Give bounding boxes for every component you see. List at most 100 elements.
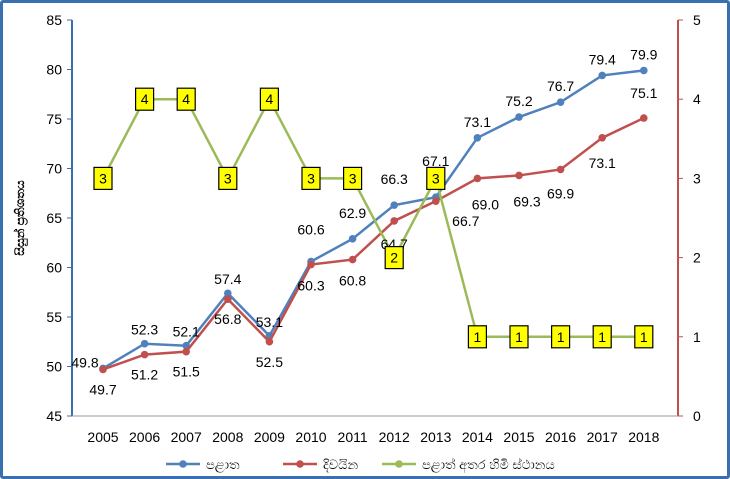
y-tick-label: 65 — [46, 210, 62, 226]
series-1-data-label: 60.6 — [297, 222, 324, 238]
y-axis-title: සිසුන් ප්‍රතිශතය — [13, 180, 29, 256]
y2-tick-label: 0 — [693, 408, 701, 424]
series-2-data-label: 75.1 — [630, 85, 657, 101]
series-1-point — [224, 289, 232, 298]
rank-data-label: 2 — [390, 250, 398, 266]
series-2-data-label: 49.7 — [89, 381, 116, 397]
series-line-2 — [102, 116, 645, 371]
legend-marker-3 — [395, 460, 403, 468]
rank-label-box — [467, 325, 487, 349]
y2-tick-label: 2 — [693, 250, 701, 266]
series-1-data-label: 76.7 — [547, 78, 574, 94]
rank-data-label: 3 — [307, 170, 315, 186]
y-tick-label: 85 — [46, 12, 62, 28]
rank-data-label: 3 — [99, 170, 107, 186]
rank-data-label: 4 — [141, 91, 149, 107]
rank-data-label: 1 — [640, 329, 648, 345]
rank-label-box — [634, 325, 654, 349]
rank-label-box — [218, 166, 238, 190]
series-1-data-label: 75.2 — [505, 93, 532, 109]
x-tick-label: 2012 — [379, 429, 410, 445]
series-2-point — [515, 171, 523, 180]
series-2-point — [307, 260, 315, 269]
x-tick-label: 2015 — [503, 429, 534, 445]
x-tick-label: 2006 — [129, 429, 160, 445]
y2-tick-label: 5 — [693, 12, 701, 28]
series-1-data-label: 62.9 — [339, 205, 366, 221]
rank-data-label: 3 — [432, 170, 440, 186]
series-1-point — [390, 201, 399, 209]
legend-marker-2 — [296, 460, 304, 468]
series-2-data-label: 52.5 — [256, 354, 283, 370]
series-2-point — [99, 365, 107, 374]
series-2-data-label: 69.9 — [547, 185, 574, 201]
series-2-point — [265, 337, 274, 346]
y2-tick-label: 3 — [693, 170, 701, 186]
rank-label-box — [384, 246, 404, 270]
series-2-data-label: 60.8 — [339, 273, 366, 289]
y-tick-label: 50 — [46, 359, 62, 375]
x-tick-label: 2014 — [462, 429, 493, 445]
series-1-data-label: 53.1 — [256, 314, 283, 330]
rank-data-label: 3 — [224, 170, 232, 186]
x-tick-label: 2005 — [87, 429, 118, 445]
y-tick-label: 70 — [46, 161, 62, 177]
x-tick-label: 2010 — [295, 429, 326, 445]
x-tick-label: 2009 — [254, 429, 285, 445]
series-1-data-label: 79.4 — [589, 51, 616, 67]
series-1-point — [598, 71, 606, 80]
y-tick-label: 45 — [46, 408, 62, 424]
x-tick-label: 2007 — [171, 429, 202, 445]
x-tick-label: 2013 — [420, 429, 451, 445]
rank-data-label: 1 — [515, 329, 523, 345]
series-1-data-label: 73.1 — [464, 114, 491, 130]
legend-marker-1 — [179, 460, 187, 468]
y-tick-label: 75 — [46, 111, 62, 127]
series-2-point — [182, 347, 190, 356]
rank-label-box — [426, 166, 446, 190]
series-2-data-label: 69.0 — [472, 196, 499, 212]
series-2-data-label: 51.2 — [131, 367, 158, 383]
rank-label-box — [301, 166, 321, 190]
rank-label-box — [509, 325, 529, 349]
rank-data-label: 4 — [266, 91, 274, 107]
x-tick-label: 2008 — [212, 429, 243, 445]
series-2-point — [348, 255, 357, 264]
series-2-point — [473, 174, 482, 183]
rank-label-box — [176, 87, 196, 111]
rank-data-label: 1 — [557, 329, 565, 345]
series-2-data-label: 69.3 — [513, 193, 540, 209]
series-2-point — [390, 217, 399, 225]
legend-label-3: පළාත් අතර හිමි ස්ථානය — [422, 457, 555, 473]
series-line-1 — [102, 69, 644, 370]
series-1-point — [515, 113, 523, 121]
rank-data-label: 1 — [474, 329, 482, 345]
series-2-data-label: 73.1 — [589, 155, 616, 171]
rank-label-box — [343, 166, 363, 190]
series-1-data-label: 49.8 — [71, 354, 98, 370]
series-2-point — [556, 165, 565, 174]
x-tick-label: 2011 — [338, 429, 368, 445]
data-labels: 49.8 52.3 52.1 57.4 53.1 60.6 62.9 66.3 67.1 73.1… — [71, 46, 657, 397]
rank-label-box — [259, 87, 279, 111]
rank-data-label: 1 — [598, 329, 606, 345]
rank-label-box — [550, 325, 571, 349]
rank-data-label: 3 — [349, 170, 357, 186]
series-1-data-label: 66.3 — [381, 171, 408, 187]
series-1-data-label: 79.9 — [630, 46, 657, 62]
series-1-data-label: 67.1 — [422, 153, 449, 169]
series-1-data-label: 57.4 — [214, 271, 241, 287]
series-1-point — [473, 134, 482, 142]
x-tick-label: 2018 — [628, 429, 659, 445]
series-2-point — [140, 350, 149, 359]
series-1-data-label: 52.3 — [131, 322, 158, 338]
y-tick-label: 60 — [46, 260, 62, 276]
series-1-point — [348, 234, 357, 243]
series-1-point — [556, 98, 565, 106]
legend-label-2: දිවයින — [323, 457, 358, 473]
series-2-point — [598, 134, 606, 142]
y-tick-label: 55 — [46, 309, 62, 325]
